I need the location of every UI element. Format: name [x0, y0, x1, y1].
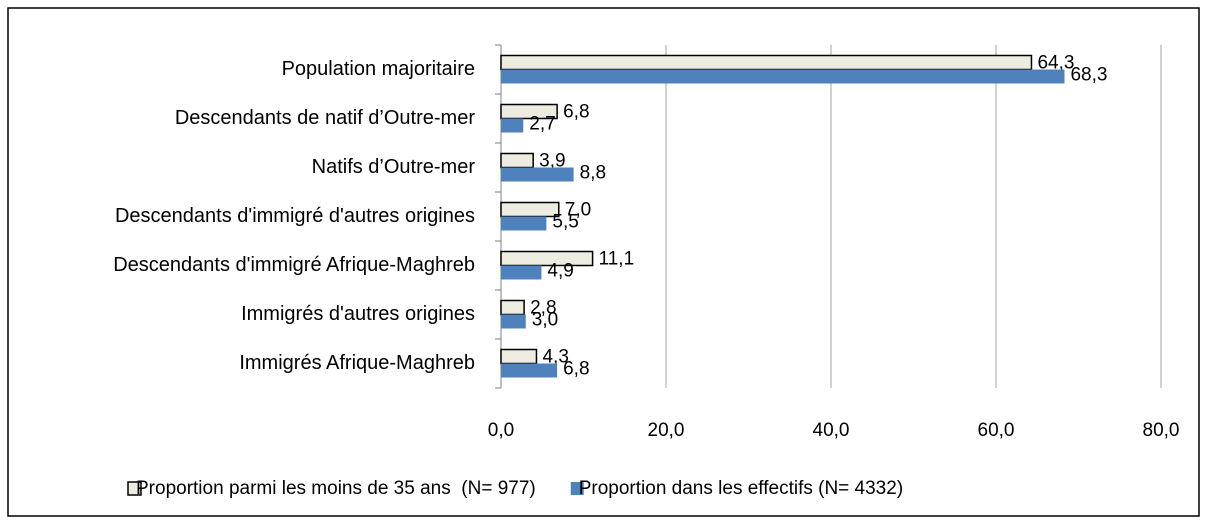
y-tick-label: Population majoritaire [282, 58, 475, 80]
data-label: 6,8 [563, 359, 589, 380]
data-label: 3,9 [539, 151, 565, 172]
data-label: 4,3 [542, 347, 568, 368]
y-tick-label: Immigrés d'autres origines [241, 303, 475, 325]
bar [501, 314, 526, 329]
y-tick-label: Immigrés Afrique-Maghreb [239, 352, 475, 374]
data-label: 64,3 [1037, 53, 1074, 74]
bar [500, 348, 538, 365]
bar [501, 216, 547, 231]
data-label: 68,3 [1070, 65, 1107, 86]
y-tick-label: Descendants de natif d’Outre-mer [175, 107, 475, 129]
data-label: 4,9 [547, 261, 573, 282]
bar [501, 265, 542, 280]
data-label: 11,1 [599, 249, 635, 270]
legend-label: Proportion dans les effectifs (N= 4332) [579, 478, 903, 499]
bar [501, 69, 1065, 84]
data-label: 7,0 [565, 200, 591, 221]
legend-swatch [570, 482, 584, 495]
x-tick-label: 20,0 [648, 420, 685, 441]
bar [500, 299, 525, 316]
data-label: 2,8 [530, 298, 556, 319]
data-label: 2,7 [529, 114, 555, 135]
data-label: 8,8 [580, 163, 606, 184]
bar [500, 250, 594, 267]
y-tick-label: Natifs d’Outre-mer [312, 156, 476, 178]
x-tick-label: 40,0 [813, 420, 850, 441]
bar [500, 54, 1033, 71]
x-tick-label: 0,0 [488, 420, 514, 441]
y-tick-label: Descendants d'immigré d'autres origines [115, 205, 475, 227]
bar [500, 201, 560, 218]
bar [501, 167, 574, 182]
data-label: 3,0 [532, 310, 558, 331]
x-tick-label: 60,0 [978, 420, 1015, 441]
bar [500, 103, 558, 120]
bar [501, 118, 524, 133]
x-tick-label: 80,0 [1143, 420, 1180, 441]
data-label: 6,8 [563, 102, 589, 123]
legend-swatch [127, 481, 142, 496]
bar [501, 363, 558, 378]
y-tick-label: Descendants d'immigré Afrique-Maghreb [113, 254, 475, 276]
chart-frame [7, 7, 1200, 517]
data-label: 5,5 [552, 212, 578, 233]
legend-label: Proportion parmi les moins de 35 ans (N=… [136, 478, 536, 499]
bar [500, 152, 534, 169]
